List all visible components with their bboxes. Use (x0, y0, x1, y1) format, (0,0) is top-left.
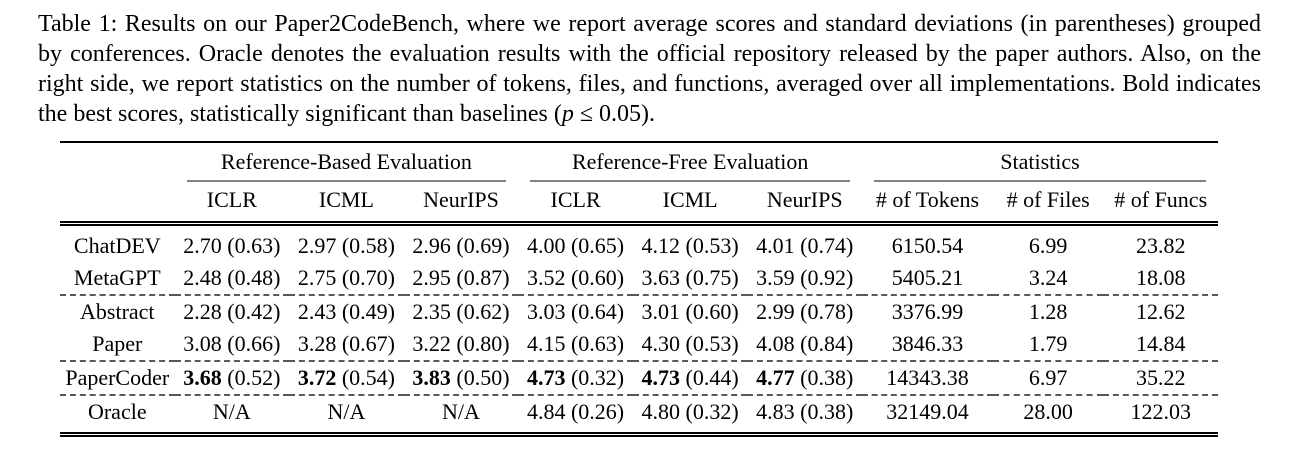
table-cell: 4.73 (0.44) (632, 360, 748, 395)
group-header-reference-based-label: Reference-Based Evaluation (186, 149, 507, 182)
column-header-num-files: # of Files (992, 182, 1104, 226)
column-header-iclr-ref-based: ICLR (174, 182, 290, 226)
row-label-oracle: Oracle (60, 394, 175, 437)
table-cell: N/A (403, 394, 519, 437)
table-cell: N/A (289, 394, 404, 437)
row-label-papercoder: PaperCoder (60, 360, 175, 395)
table-cell: 2.43 (0.49) (289, 294, 404, 328)
column-header-row: ICLR ICML NeurIPS ICLR ICML NeurIPS # of… (60, 182, 1218, 226)
caption-text: Table 1: Results on our Paper2CodeBench,… (38, 11, 1261, 127)
table-cell: 122.03 (1103, 394, 1218, 437)
table-cell: 3.24 (1028, 265, 1068, 290)
table-cell: 2.35 (0.62) (403, 294, 519, 328)
table-cell: 3.22 (0.80) (412, 331, 510, 356)
table-row: Paper 3.08 (0.66) 3.28 (0.67) 3.22 (0.80) 4.… (60, 328, 1218, 361)
column-header-icml-ref-based: ICML (289, 182, 404, 226)
table-row: PaperCoder 3.68 (0.52) 3.72 (0.54) 3.83 (0.… (60, 360, 1218, 395)
row-label-metagpt: MetaGPT (73, 265, 161, 290)
table-cell: 4.12 (0.53) (641, 233, 739, 258)
table-cell: 4.30 (0.53) (641, 331, 739, 356)
table-caption: Table 1: Results on our Paper2CodeBench,… (38, 9, 1261, 129)
caption-p-variable: p (561, 101, 574, 127)
table-cell: 3.83 (0.50) (403, 360, 519, 395)
table-cell: 3.72 (0.54) (289, 360, 404, 395)
table-cell: 2.99 (0.78) (747, 294, 862, 328)
table-cell: 3.68 (0.52) (174, 360, 290, 395)
table-row: MetaGPT 2.48 (0.48) 2.75 (0.70) 2.95 (0.87)… (60, 262, 1218, 295)
table-cell: 3.08 (0.66) (183, 331, 281, 356)
group-header-statistics-label: Statistics (874, 149, 1206, 182)
table-cell: 4.80 (0.32) (632, 394, 748, 437)
results-table-header: Reference-Based Evaluation Reference-Fre… (60, 141, 1218, 226)
table-cell: 2.48 (0.48) (183, 265, 281, 290)
table-cell: 14343.38 (862, 360, 993, 395)
table-cell: 1.28 (992, 294, 1104, 328)
results-table: Reference-Based Evaluation Reference-Fre… (60, 141, 1218, 437)
column-header-neurips-ref-based: NeurIPS (403, 182, 519, 226)
table-cell: 28.00 (992, 394, 1104, 437)
column-header-icml-ref-free: ICML (632, 182, 748, 226)
table-cell: 4.83 (0.38) (747, 394, 862, 437)
table-cell: 2.97 (0.58) (297, 233, 395, 258)
table-cell: 2.75 (0.70) (297, 265, 395, 290)
table-cell: 4.08 (0.84) (756, 331, 854, 356)
paper-table-figure: Table 1: Results on our Paper2CodeBench,… (0, 9, 1299, 437)
group-header-reference-based: Reference-Based Evaluation (174, 141, 519, 182)
table-cell: 3.63 (0.75) (641, 265, 739, 290)
table-cell: 3376.99 (862, 294, 993, 328)
table-cell: 3846.33 (891, 331, 964, 356)
group-header-statistics: Statistics (862, 141, 1218, 182)
corner-cell (60, 141, 175, 182)
table-cell: 2.96 (0.69) (412, 233, 510, 258)
table-cell: 18.08 (1135, 265, 1186, 290)
table-cell: 35.22 (1103, 360, 1218, 395)
results-table-body: ChatDEV 2.70 (0.63) 2.97 (0.58) 2.96 (0.69)… (60, 224, 1218, 437)
group-header-reference-free: Reference-Free Evaluation (518, 141, 862, 182)
row-label-paper: Paper (92, 331, 143, 356)
table-cell: 32149.04 (862, 394, 993, 437)
table-cell: 4.73 (0.32) (518, 360, 633, 395)
column-header-neurips-ref-free: NeurIPS (747, 182, 862, 226)
table-cell: 2.95 (0.87) (412, 265, 510, 290)
table-cell: 4.77 (0.38) (747, 360, 862, 395)
table-cell: 14.84 (1135, 331, 1186, 356)
table-cell: 3.03 (0.64) (518, 294, 633, 328)
column-header-empty (60, 182, 175, 226)
column-header-num-tokens: # of Tokens (862, 182, 993, 226)
table-cell: 2.28 (0.42) (174, 294, 290, 328)
table-cell: 3.59 (0.92) (756, 265, 854, 290)
table-cell: 3.28 (0.67) (297, 331, 395, 356)
table-cell: 4.15 (0.63) (526, 331, 625, 356)
table-cell: 1.79 (1028, 331, 1068, 356)
caption-text-after: ≤ 0.05). (573, 101, 656, 127)
table-row: Abstract 2.28 (0.42) 2.43 (0.49) 2.35 (0.62… (60, 294, 1218, 328)
table-cell: 4.00 (0.65) (526, 233, 625, 258)
table-cell: 6.97 (992, 360, 1104, 395)
column-header-num-funcs: # of Funcs (1103, 182, 1218, 226)
table-cell: 4.01 (0.74) (756, 233, 854, 258)
table-cell: N/A (174, 394, 290, 437)
table-cell: 6.99 (1028, 233, 1068, 258)
table-cell: 12.62 (1103, 294, 1218, 328)
table-cell: 23.82 (1135, 233, 1186, 258)
row-label-abstract: Abstract (60, 294, 175, 328)
row-label-chatdev: ChatDEV (73, 233, 161, 258)
table-cell: 5405.21 (891, 265, 964, 290)
table-cell: 4.84 (0.26) (518, 394, 633, 437)
table-cell: 3.52 (0.60) (526, 265, 625, 290)
table-cell: 2.70 (0.63) (183, 233, 281, 258)
group-header-reference-free-label: Reference-Free Evaluation (530, 149, 850, 182)
table-row: Oracle N/A N/A N/A 4.84 (0.26) 4.80 (0.32) 4.8… (60, 394, 1218, 437)
table-cell: 3.01 (0.60) (632, 294, 748, 328)
table-row: ChatDEV 2.70 (0.63) 2.97 (0.58) 2.96 (0.69)… (60, 224, 1218, 263)
page: { "caption": { "text_before_p": "Table 1… (0, 9, 1299, 451)
column-header-iclr-ref-free: ICLR (518, 182, 633, 226)
group-header-row: Reference-Based Evaluation Reference-Fre… (60, 141, 1218, 182)
table-cell: 6150.54 (891, 233, 964, 258)
